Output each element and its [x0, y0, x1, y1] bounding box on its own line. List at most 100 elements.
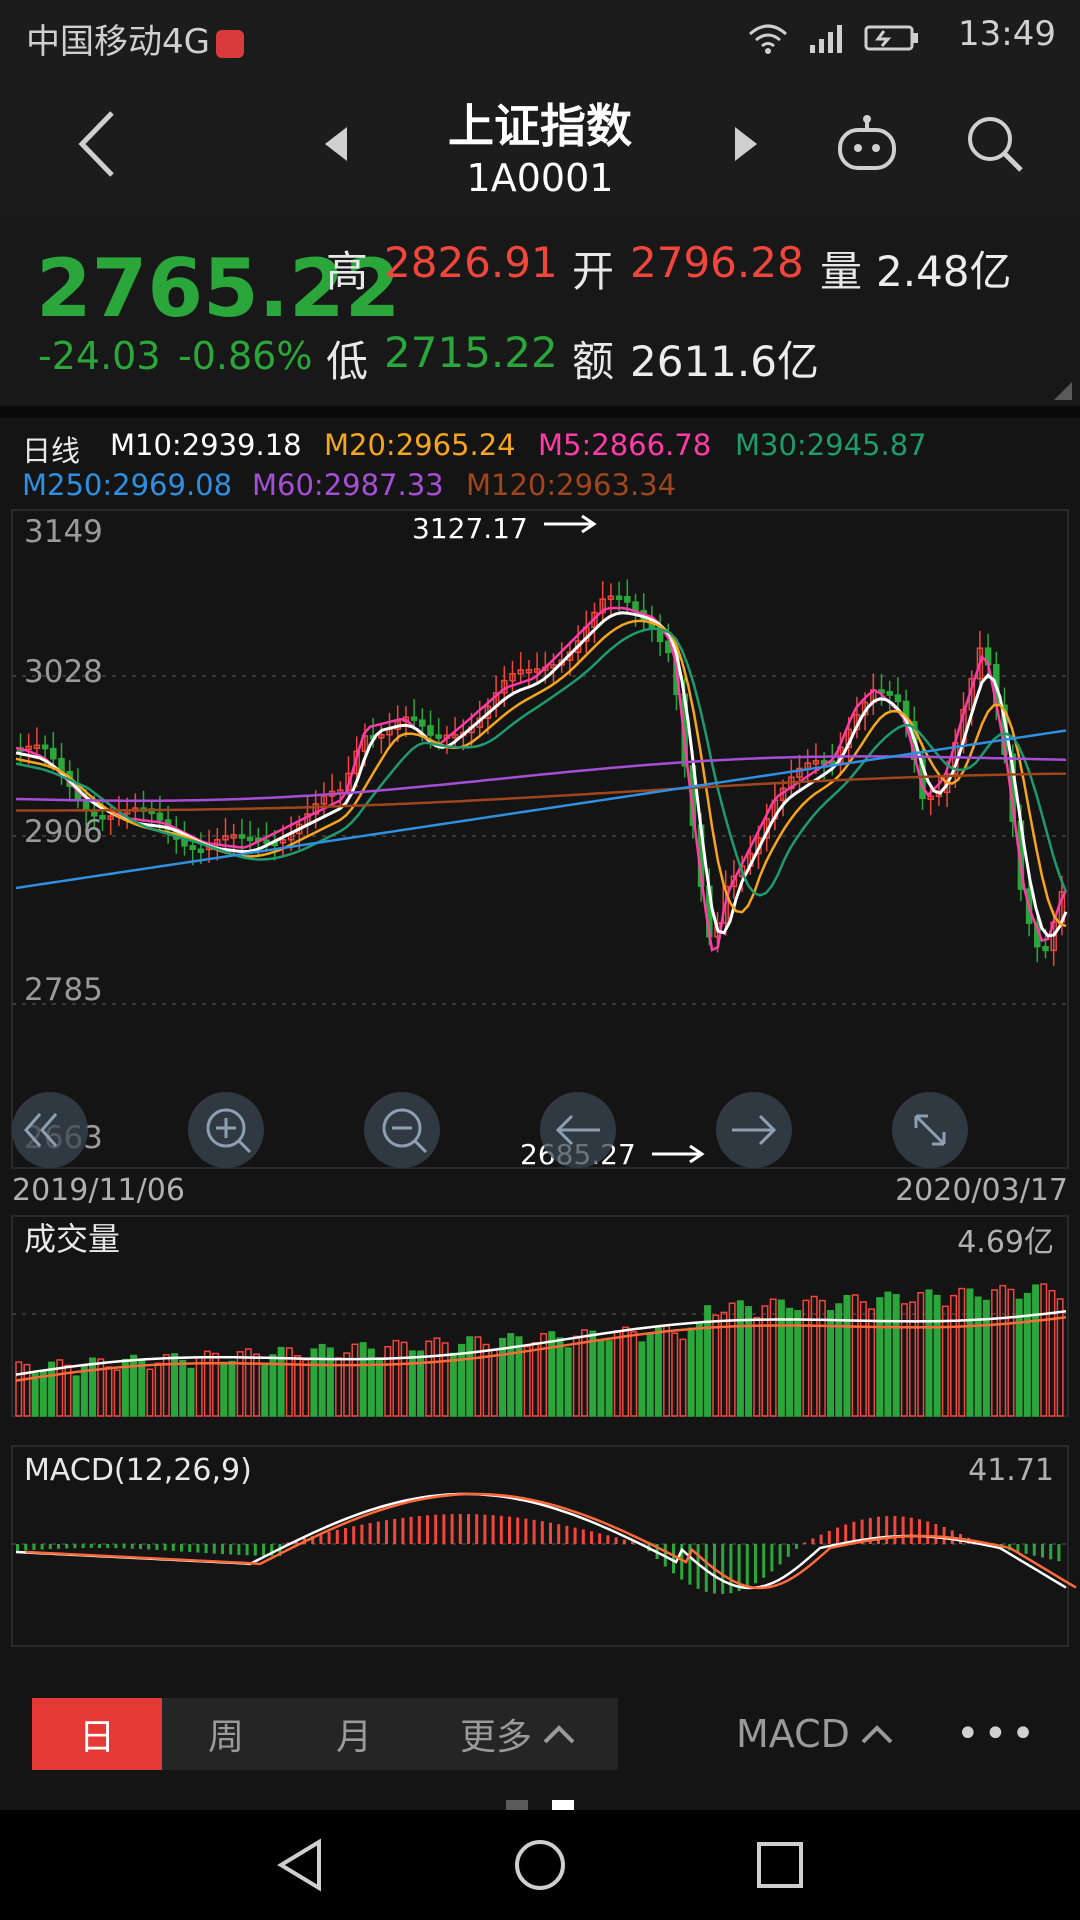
nav-home-icon — [515, 1840, 565, 1890]
volume-bar — [72, 1375, 80, 1417]
macd-histogram-bar — [344, 1528, 347, 1544]
volume-bar — [138, 1358, 146, 1417]
volume-bar — [1048, 1289, 1056, 1417]
volume-bar — [482, 1343, 490, 1417]
macd-histogram-bar — [721, 1544, 725, 1594]
nav-back-button[interactable] — [260, 1830, 340, 1900]
volume-bar — [417, 1350, 425, 1417]
macd-histogram-bar — [196, 1544, 200, 1553]
volume-bar — [958, 1287, 966, 1417]
volume-lines-group — [15, 1309, 1067, 1382]
volume-bar — [769, 1298, 777, 1417]
low-label: 低 — [326, 337, 369, 386]
macd-histogram-bar — [557, 1524, 561, 1544]
candle-body — [533, 668, 541, 673]
candle-body — [25, 745, 32, 751]
volume-bar — [917, 1291, 925, 1417]
tab-day[interactable]: 日 — [32, 1698, 162, 1770]
macd-histogram-bar — [1032, 1544, 1036, 1556]
macd-histogram-bar — [32, 1544, 36, 1550]
date-end: 2020/03/17 — [895, 1173, 1068, 1208]
tab-week[interactable]: 周 — [207, 1717, 244, 1758]
prev-stock-button[interactable] — [310, 118, 362, 170]
candle-body — [525, 668, 533, 674]
nav-home-button[interactable] — [500, 1830, 580, 1900]
macd-histogram-bar — [499, 1515, 503, 1544]
price-change: -24.03 — [38, 334, 161, 378]
page-indicator-1 — [506, 1800, 528, 1810]
scroll-right-button[interactable] — [716, 1092, 792, 1168]
volume-bar — [876, 1297, 884, 1417]
candle-body — [156, 812, 164, 821]
volume-bar — [613, 1330, 621, 1417]
system-nav-bar — [0, 1810, 1080, 1920]
volume-bar — [499, 1337, 507, 1417]
tab-more[interactable]: 更多 — [418, 1698, 618, 1770]
kline-chart-svg[interactable]: 3149 3028 2906 2785 2663 3127.17 2685.27 — [0, 508, 1080, 1658]
stock-header: 上证指数 1A0001 — [0, 72, 1080, 216]
candle-body — [509, 673, 516, 682]
prev-triangle-icon — [325, 127, 347, 161]
macd-histogram-bar — [573, 1527, 577, 1544]
volume-bar — [490, 1348, 498, 1417]
macd-histogram-bar — [48, 1544, 52, 1550]
candle-body — [41, 744, 49, 750]
volume-bar — [761, 1305, 769, 1417]
volume-bar — [802, 1299, 810, 1417]
zoom-in-button[interactable] — [188, 1092, 264, 1168]
macd-histogram-bar — [237, 1544, 241, 1555]
candle-body — [263, 839, 270, 844]
candle-body — [632, 601, 639, 612]
chevron-up-icon — [543, 1725, 575, 1744]
macd-histogram-bar — [803, 1542, 807, 1544]
candle-body — [189, 845, 196, 851]
volume-bar — [294, 1355, 302, 1417]
max-price-annotation: 3127.17 — [412, 512, 528, 545]
period-tabs: 日 周 月 更多 — [32, 1698, 618, 1770]
volume-bar — [171, 1353, 179, 1417]
main-chart-frame — [11, 509, 1069, 1169]
candle-body — [246, 836, 254, 842]
macd-histogram-bar — [417, 1516, 421, 1544]
macd-histogram-bar — [491, 1515, 495, 1544]
volume-bar — [359, 1342, 367, 1417]
candle-body — [279, 839, 287, 844]
nav-recent-button[interactable] — [740, 1830, 820, 1900]
macd-histogram-bar — [327, 1531, 331, 1544]
fullscreen-button[interactable] — [892, 1092, 968, 1168]
robot-assistant-button[interactable] — [830, 108, 904, 180]
next-stock-button[interactable] — [720, 118, 772, 170]
tab-month[interactable]: 月 — [335, 1717, 372, 1758]
volume-bar — [466, 1336, 474, 1417]
macd-histogram-bar — [253, 1544, 257, 1556]
more-options-button[interactable]: ••• — [956, 1711, 1039, 1757]
volume-bar — [113, 1369, 121, 1417]
indicator-selector[interactable]: MACD — [736, 1698, 894, 1770]
volume-bar — [474, 1336, 482, 1417]
macd-histogram-bar — [680, 1544, 684, 1580]
candle-body — [558, 659, 565, 666]
volume-bar — [818, 1299, 826, 1417]
macd-histogram-bar — [450, 1514, 454, 1544]
ma250-label: M250:2969.08 — [22, 468, 233, 502]
volume-bar — [712, 1314, 720, 1417]
expand-corner-icon[interactable] — [1054, 382, 1072, 400]
scroll-left-button[interactable] — [540, 1092, 616, 1168]
volume-bar — [843, 1294, 851, 1417]
candle-body — [722, 885, 729, 924]
high-value: 2826.91 — [384, 238, 558, 287]
expand-icon — [914, 1114, 946, 1146]
date-start: 2019/11/06 — [12, 1173, 185, 1208]
volume-max: 4.69亿 — [957, 1225, 1054, 1260]
zoom-out-button[interactable] — [364, 1092, 440, 1168]
macd-histogram-bar — [401, 1517, 405, 1544]
macd-histogram-bar — [877, 1516, 880, 1544]
back-button[interactable] — [56, 102, 136, 186]
volume-bar — [753, 1316, 761, 1417]
macd-histogram-bar — [860, 1519, 864, 1544]
macd-value: 41.71 — [968, 1453, 1054, 1488]
macd-histogram-bar — [262, 1544, 265, 1556]
volume-bar — [64, 1364, 72, 1417]
search-button[interactable] — [958, 108, 1032, 180]
collapse-button[interactable] — [12, 1092, 88, 1168]
